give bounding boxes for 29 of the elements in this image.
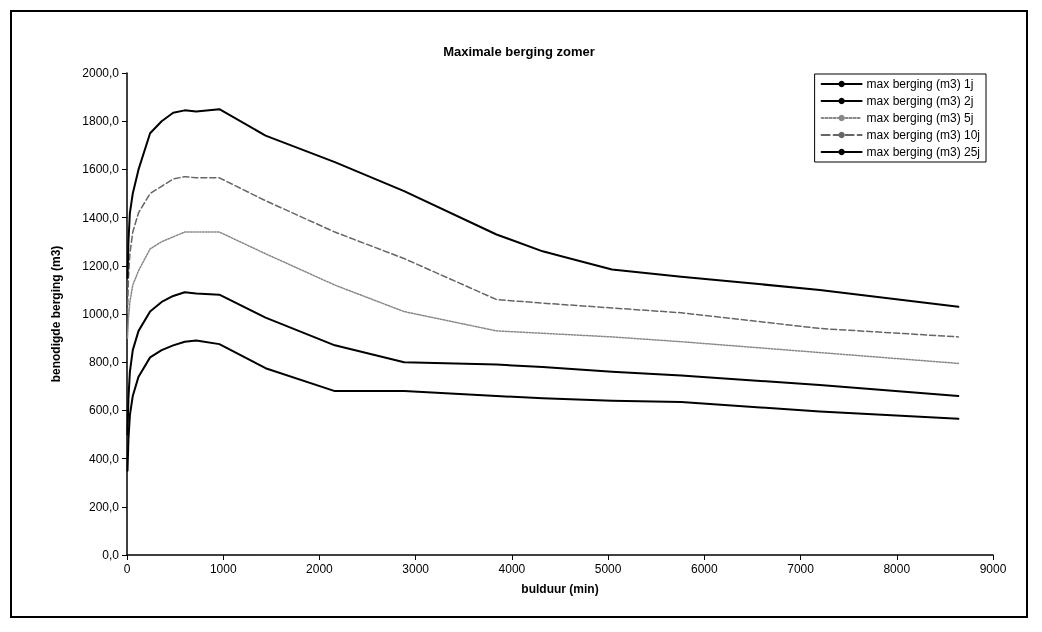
x-tick-label: 2000 <box>306 562 334 576</box>
x-tick-label: 3000 <box>402 562 430 576</box>
y-tick-label: 400,0 <box>88 451 120 466</box>
y-tick-label: 1000,0 <box>82 307 120 321</box>
legend-label: max berging (m3) 1j <box>866 77 974 91</box>
y-tick-label: 1200,0 <box>82 258 120 273</box>
x-tick-label: 9000 <box>979 562 1007 576</box>
legend-label: max berging (m3) 25j <box>866 145 981 159</box>
x-tick-label: 6000 <box>690 562 718 576</box>
x-tick-label: 0 <box>123 562 131 576</box>
legend-label: max berging (m3) 2j <box>866 94 974 108</box>
y-tick-label: 0,0 <box>102 548 120 562</box>
y-axis-title: benodigde berging (m3) <box>49 245 63 383</box>
y-tick-label: 2000,0 <box>82 66 120 80</box>
legend-label: max berging (m3) 10j <box>866 128 981 142</box>
x-tick-label: 1000 <box>209 562 237 576</box>
x-tick-label: 4000 <box>498 562 526 576</box>
x-tick-label: 7000 <box>787 562 815 576</box>
legend-label: max berging (m3) 5j <box>866 111 974 125</box>
y-tick-label: 800,0 <box>88 355 120 370</box>
x-tick-label: 8000 <box>883 562 911 576</box>
x-tick-label: 5000 <box>594 562 622 576</box>
y-tick-label: 1800,0 <box>82 114 120 129</box>
y-tick-label: 600,0 <box>88 403 120 418</box>
y-tick-label: 200,0 <box>88 499 120 514</box>
x-axis-title: bulduur (min) <box>521 582 599 596</box>
y-tick-label: 1600,0 <box>82 162 120 177</box>
chart-title: Maximale berging zomer <box>443 44 595 59</box>
y-tick-label: 1400,0 <box>82 210 120 225</box>
